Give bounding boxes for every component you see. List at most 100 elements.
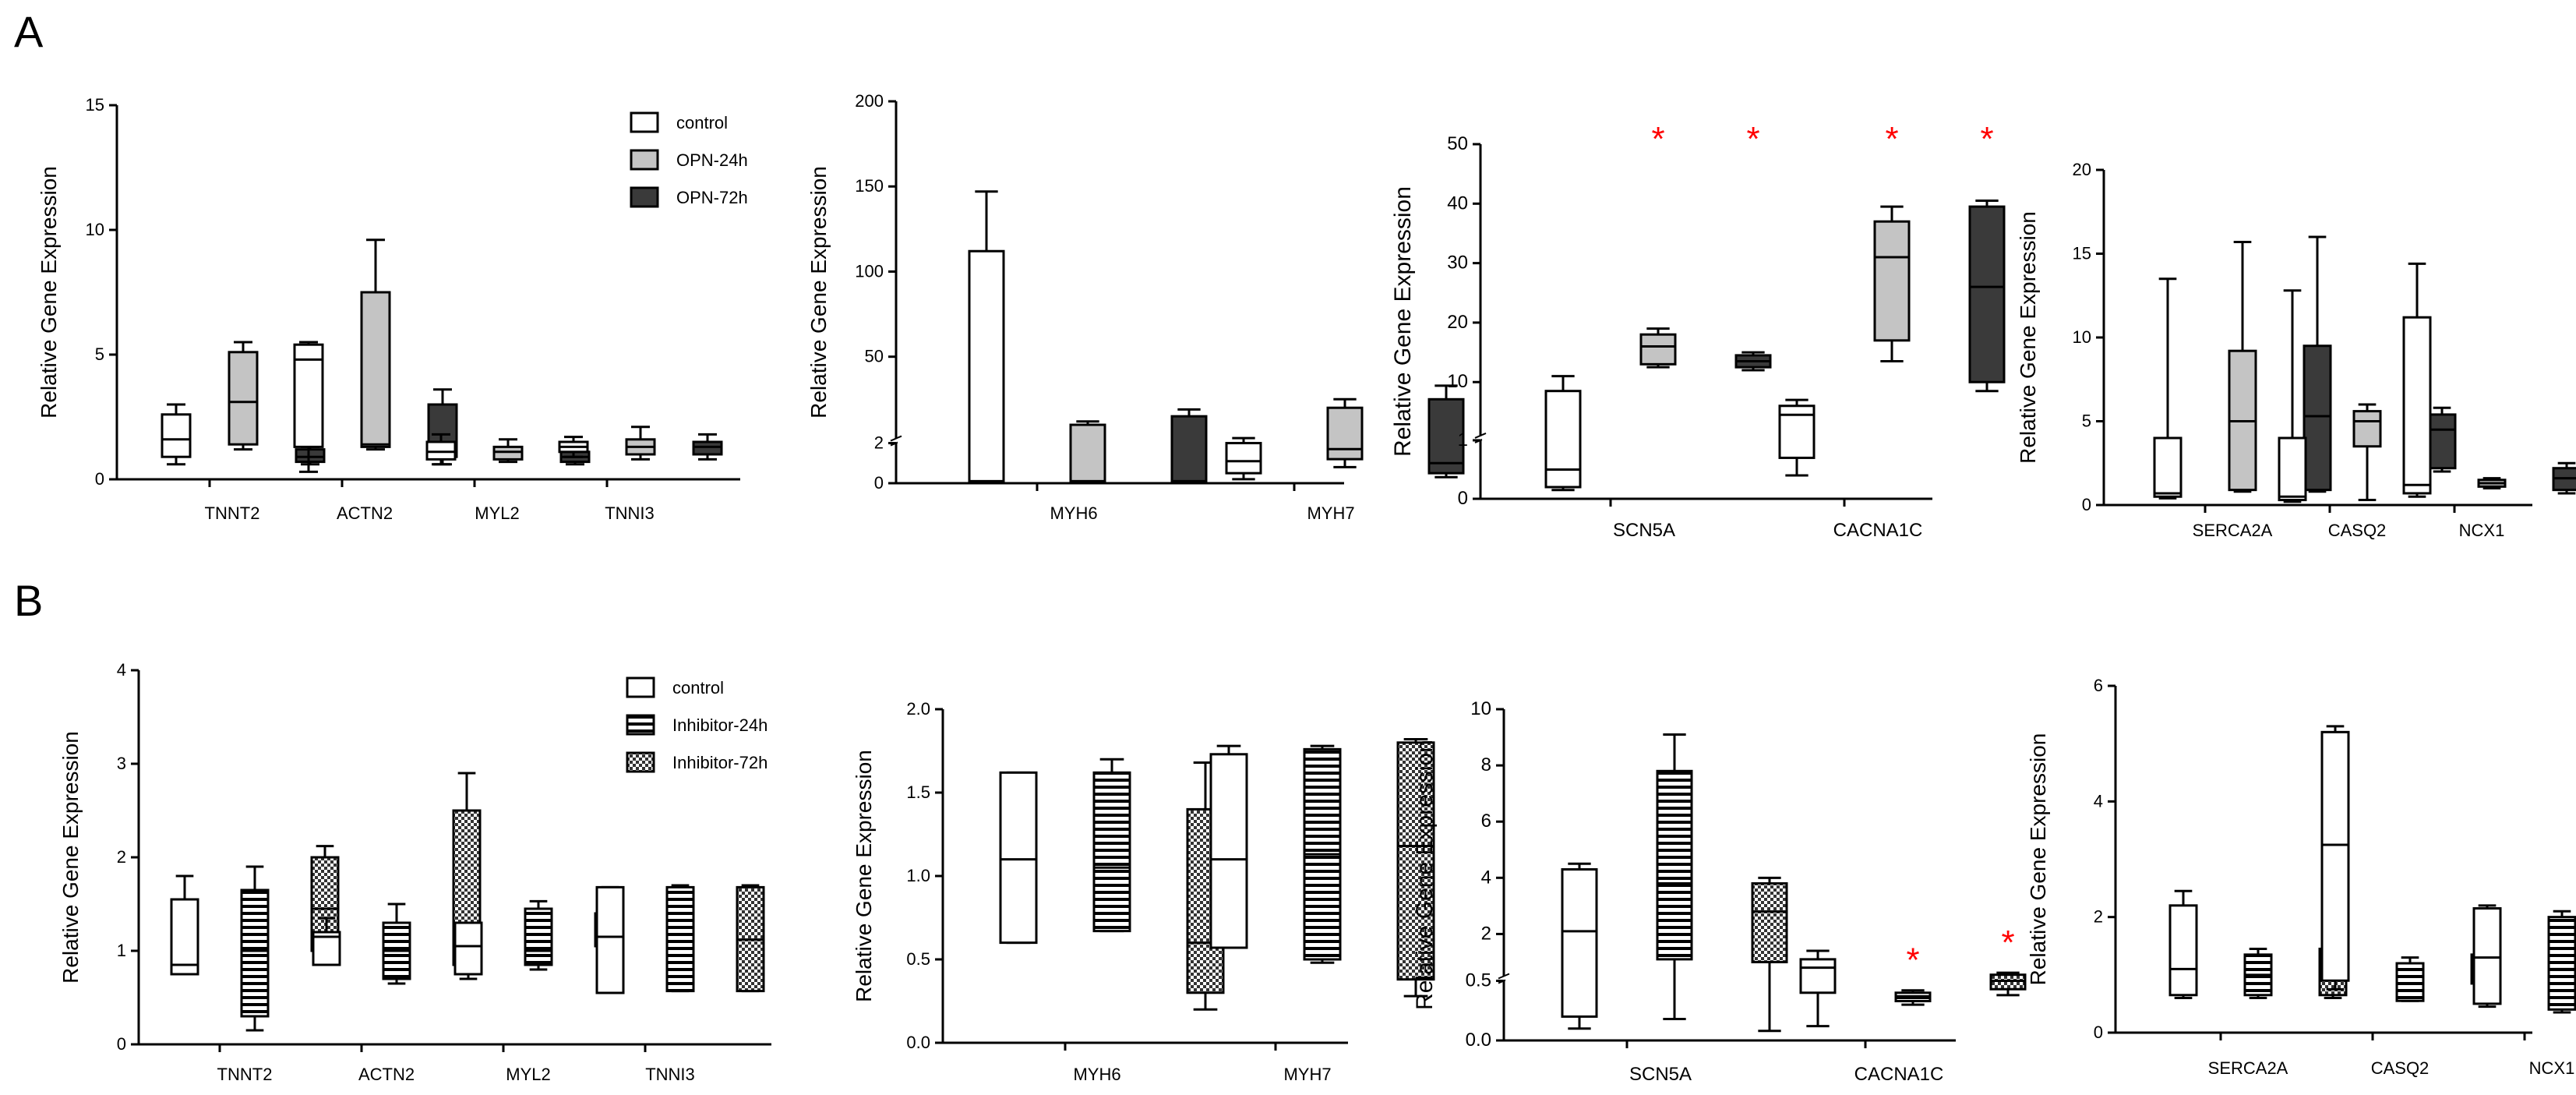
box-body <box>2303 344 2332 492</box>
box-body <box>2320 730 2350 982</box>
box-myl2-0 <box>453 921 483 980</box>
x-tick-label: SCN5A <box>1629 1064 1692 1085</box>
y-tick-label: 0 <box>2082 495 2091 514</box>
y-tick-label: 15 <box>86 95 104 115</box>
panel-letter-a: A <box>14 7 44 56</box>
box-body <box>1639 333 1677 366</box>
box-myh6-1 <box>1092 758 1131 933</box>
y-axis-label: Relative Gene Expression <box>1390 186 1416 457</box>
chart-a4: 0 5 10 15 20 Relative Gene Expression SERCA2A C… <box>2016 160 2576 540</box>
box-body <box>2168 904 2198 997</box>
box-ncx1-0 <box>2472 904 2502 1008</box>
box-body <box>2352 410 2382 448</box>
box-body <box>161 413 192 458</box>
box-body <box>595 885 625 994</box>
y-axis-label: Relative Gene Expression <box>37 166 61 419</box>
box-myh7-0 <box>1225 436 1262 481</box>
box-body <box>1396 741 1435 981</box>
box-actn2-0 <box>312 917 341 966</box>
box-myl2-1 <box>492 438 524 464</box>
box-cacna1c-1: * <box>1894 941 1932 1006</box>
y-tick-label: 8 <box>1481 754 1491 775</box>
box-body <box>170 898 199 976</box>
box-body <box>228 351 259 446</box>
box-cacna1c-0 <box>1778 398 1816 477</box>
box-body <box>1799 958 1837 994</box>
chart-a1: 0 5 10 15 Relative Gene Expression TNNT2 ACTN2… <box>37 95 748 523</box>
box-body <box>1427 397 1465 475</box>
y-tick-label: 1.0 <box>906 866 930 885</box>
y-tick-label: 20 <box>2073 160 2091 179</box>
x-tick-label: SERCA2A <box>2193 521 2273 540</box>
box-body <box>1544 390 1582 489</box>
legend-swatch <box>626 751 655 773</box>
x-tick-label: CACNA1C <box>1854 1064 1944 1085</box>
box-body <box>293 343 324 448</box>
x-tick-label: NCX1 <box>2529 1058 2575 1078</box>
x-tick-label: TNNI3 <box>645 1065 695 1084</box>
y-tick-label: 1 <box>117 941 126 960</box>
box-body <box>2427 413 2457 470</box>
legend-swatch <box>630 186 659 208</box>
significance-star: * <box>1885 120 1898 158</box>
y-axis-label: Relative Gene Expression <box>58 731 83 984</box>
box-tnni3-0 <box>558 436 589 458</box>
box-tnni3-1 <box>625 426 656 461</box>
x-tick-label: MYL2 <box>475 503 519 523</box>
y-tick-label: 10 <box>86 220 104 239</box>
legend-swatch <box>630 111 659 133</box>
box-serca2a-0 <box>2168 889 2198 999</box>
box-cacna1c-1: * <box>1873 120 1911 363</box>
y-tick-label: 4 <box>117 660 126 680</box>
significance-star: * <box>1906 941 1919 980</box>
box-ncx1-1 <box>2477 477 2507 489</box>
x-tick-label: SCN5A <box>1613 520 1675 541</box>
box-body <box>2278 436 2307 502</box>
x-tick-label: ACTN2 <box>337 503 393 523</box>
y-tick-label: 6 <box>1481 811 1491 832</box>
box-body <box>240 888 270 1018</box>
axis-break-gap <box>1505 976 1957 981</box>
x-tick-label: CACNA1C <box>1833 520 1923 541</box>
y-tick-label: 20 <box>1447 312 1468 333</box>
y-tick-label: 0.5 <box>906 949 930 969</box>
legend-swatch <box>626 714 655 736</box>
chart-b3: 0.0 0.5 2 4 6 8 10 Relative Gene Expression SCN5… <box>1412 698 2027 1085</box>
box-tnnt2-0 <box>170 874 199 976</box>
box-body <box>968 249 1005 485</box>
box-myh6-0 <box>999 771 1038 945</box>
box-tnnt2-1 <box>240 865 270 1032</box>
box-scn5a-2 <box>1751 876 1788 1033</box>
box-myl2-1 <box>524 899 553 971</box>
box-tnni3-1 <box>665 884 695 993</box>
x-tick-label: SERCA2A <box>2208 1058 2288 1078</box>
box-body <box>1225 442 1262 475</box>
legend-label: OPN-24h <box>676 150 748 170</box>
chart-b1: 0 1 2 3 4 Relative Gene Expression TNNT2 ACTN2 M… <box>58 660 771 1084</box>
y-axis-label: Relative Gene Expression <box>806 166 831 419</box>
box-myh7-0 <box>1209 744 1248 949</box>
y-tick-label: 40 <box>1447 193 1468 214</box>
significance-star: * <box>1746 120 1759 158</box>
box-body <box>1170 415 1208 484</box>
y-tick-label: 2 <box>874 433 884 453</box>
axis-break-mark <box>1474 433 1487 439</box>
box-body <box>999 771 1038 945</box>
y-tick-label: 0.0 <box>1466 1030 1491 1051</box>
x-tick-label: TNNT2 <box>217 1065 273 1084</box>
box-body <box>692 440 723 456</box>
axis-break-mark <box>1498 973 1510 980</box>
y-tick-label: 6 <box>2094 676 2103 695</box>
box-tnnt2-0 <box>161 403 192 466</box>
y-tick-label: 0 <box>117 1034 126 1054</box>
y-tick-label: 0.0 <box>906 1033 930 1052</box>
y-tick-label: 5 <box>2082 412 2091 431</box>
box-tnni3-2 <box>692 433 723 461</box>
panel-letter-b: B <box>14 576 44 625</box>
box-body <box>295 448 326 464</box>
box-ncx1-0 <box>2402 262 2432 498</box>
box-body <box>1873 220 1911 342</box>
y-axis-label: Relative Gene Expression <box>852 750 876 1002</box>
